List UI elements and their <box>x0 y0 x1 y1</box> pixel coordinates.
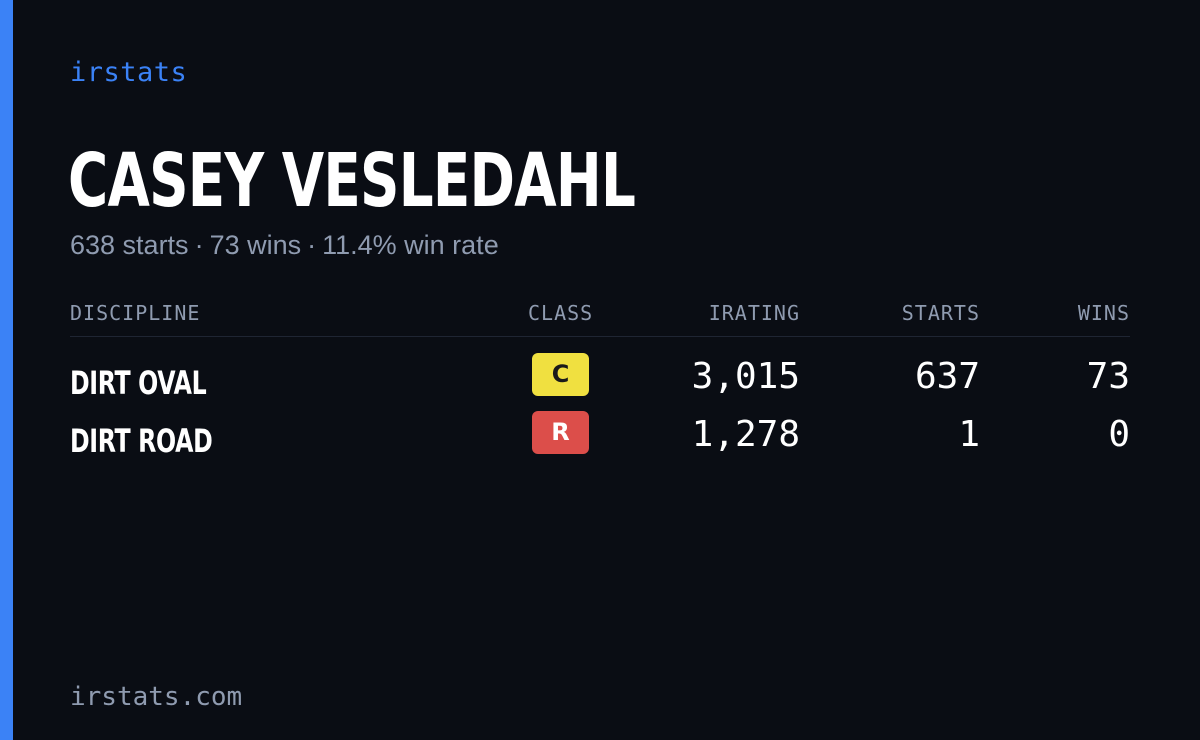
discipline-table: DISCIPLINE CLASS IRATING STARTS WINS DIR… <box>70 296 1130 469</box>
header-discipline: DISCIPLINE <box>70 301 201 325</box>
table-body: DIRT OVAL C 3,015 637 73 DIRT ROAD R 1,2… <box>70 353 1130 469</box>
header-class: CLASS <box>528 301 594 325</box>
footer-site-url[interactable]: irstats.com <box>70 682 243 712</box>
header-wins: WINS <box>1077 301 1130 325</box>
row-irating: 1,278 <box>691 414 800 455</box>
row-irating: 3,015 <box>691 356 800 397</box>
row-discipline: DIRT ROAD <box>70 422 213 460</box>
row-wins: 73 <box>1086 356 1130 397</box>
class-badge: R <box>532 411 589 454</box>
summary-separator: · <box>194 230 204 260</box>
summary-win-rate: 11.4% win rate <box>322 230 499 260</box>
header-starts: STARTS <box>901 301 980 325</box>
table-header: DISCIPLINE CLASS IRATING STARTS WINS <box>70 296 1130 337</box>
brand-logo-text[interactable]: irstats <box>70 57 188 88</box>
driver-summary: 638 starts · 73 wins · 11.4% win rate <box>70 228 499 262</box>
accent-bar <box>0 0 13 740</box>
row-starts: 637 <box>914 356 980 397</box>
class-badge: C <box>532 353 589 396</box>
table-row: DIRT ROAD R 1,278 1 0 <box>70 411 1130 469</box>
summary-separator: · <box>307 230 317 260</box>
driver-name: CASEY VESLEDAHL <box>68 138 636 224</box>
header-irating: IRATING <box>708 301 800 325</box>
table-row: DIRT OVAL C 3,015 637 73 <box>70 353 1130 411</box>
row-starts: 1 <box>958 414 980 455</box>
row-discipline: DIRT OVAL <box>70 364 207 402</box>
row-wins: 0 <box>1108 414 1130 455</box>
summary-wins: 73 wins <box>209 230 302 260</box>
summary-starts: 638 starts <box>70 230 189 260</box>
